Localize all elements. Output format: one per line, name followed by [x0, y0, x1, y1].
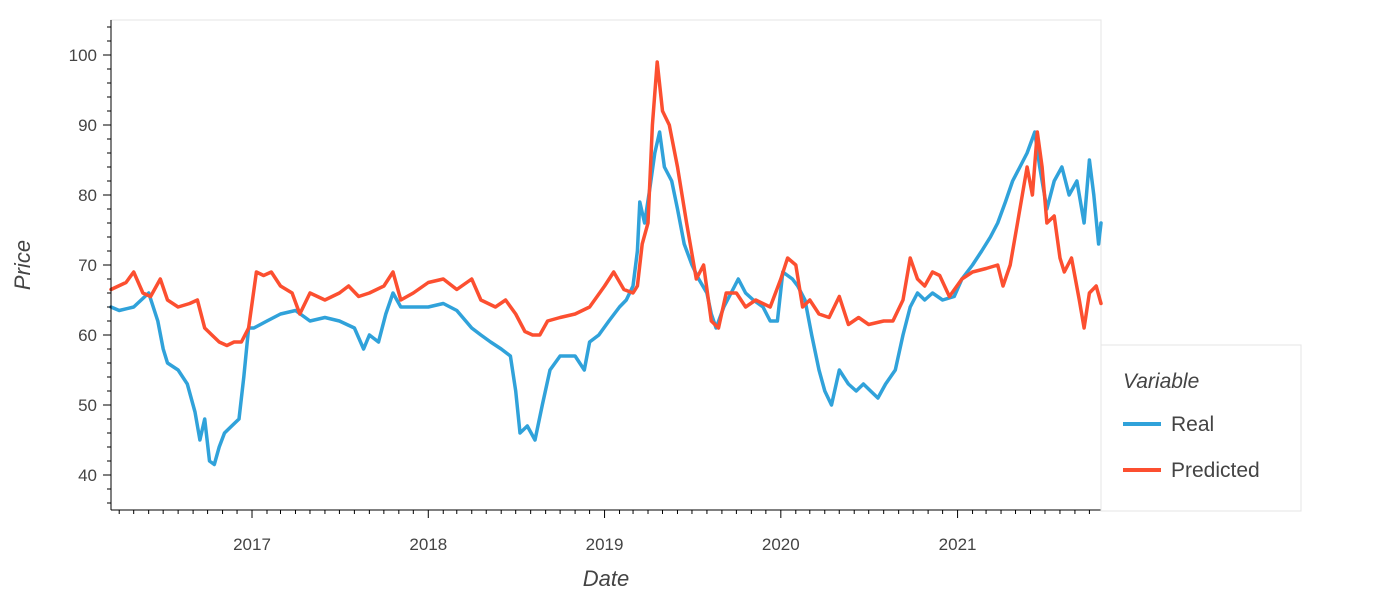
- series-layer: [109, 60, 1103, 467]
- y-tick-label: 60: [78, 326, 97, 345]
- x-axis: 2017 2018 2019 2020 2021: [111, 509, 1101, 554]
- y-axis-title: Price: [10, 240, 35, 290]
- legend: Variable Real Predicted: [1100, 344, 1302, 512]
- legend-label-predicted: Predicted: [1171, 459, 1260, 482]
- y-tick-label: 100: [69, 46, 97, 65]
- x-tick-label: 2021: [939, 535, 977, 554]
- y-tick-label: 80: [78, 186, 97, 205]
- x-axis-title: Date: [583, 566, 629, 591]
- y-axis: 40 50 60 70 80 90 100: [69, 20, 112, 510]
- plot-area-border: [110, 19, 1102, 511]
- y-tick-label: 50: [78, 396, 97, 415]
- legend-title: Variable: [1123, 370, 1199, 393]
- x-tick-label: 2019: [586, 535, 624, 554]
- x-tick-label: 2017: [233, 535, 271, 554]
- x-tick-label: 2018: [409, 535, 447, 554]
- series-line-predicted: [109, 60, 1103, 348]
- series-line-real: [109, 130, 1103, 467]
- x-tick-label: 2020: [762, 535, 800, 554]
- y-tick-label: 70: [78, 256, 97, 275]
- y-tick-label: 90: [78, 116, 97, 135]
- legend-box: [1100, 344, 1302, 512]
- legend-label-real: Real: [1171, 413, 1214, 436]
- y-tick-label: 40: [78, 466, 97, 485]
